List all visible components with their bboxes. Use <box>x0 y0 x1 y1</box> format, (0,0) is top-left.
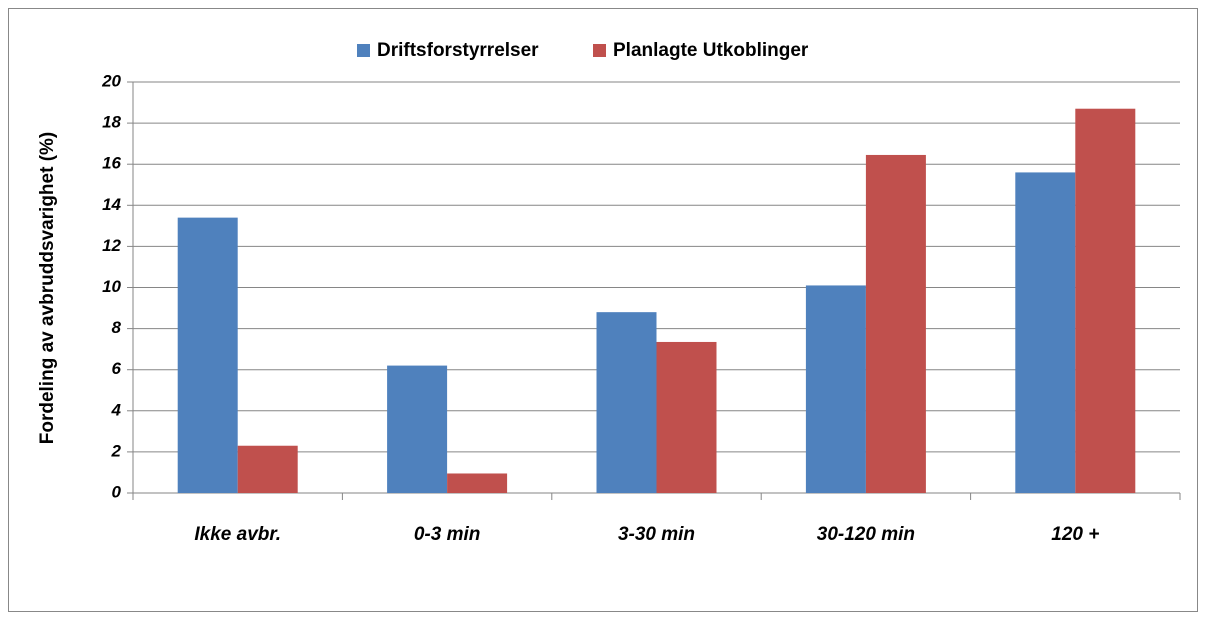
bar <box>805 285 866 493</box>
bar <box>656 341 717 493</box>
bar <box>177 217 238 493</box>
legend-swatch <box>357 44 370 57</box>
x-tick-label: 120 + <box>1051 524 1099 545</box>
y-tick-label: 6 <box>112 359 122 378</box>
y-tick-label: 2 <box>111 441 122 460</box>
legend-label: Planlagte Utkoblinger <box>613 40 809 61</box>
y-tick-label: 0 <box>112 482 122 501</box>
y-tick-label: 20 <box>101 71 121 90</box>
y-tick-label: 8 <box>112 318 122 337</box>
bar <box>865 154 926 493</box>
bar <box>596 312 657 493</box>
legend-label: Driftsforstyrrelser <box>377 40 539 61</box>
y-tick-label: 16 <box>102 154 121 173</box>
x-tick-label: 30-120 min <box>817 524 915 545</box>
bar <box>1015 172 1076 494</box>
bar <box>237 445 298 493</box>
x-tick-label: 0-3 min <box>414 524 481 545</box>
y-tick-label: 14 <box>102 195 121 214</box>
y-tick-label: 12 <box>102 236 121 255</box>
x-tick-label: 3-30 min <box>618 524 695 545</box>
y-tick-label: 10 <box>102 277 121 296</box>
bar <box>387 365 448 493</box>
x-tick-label: Ikke avbr. <box>194 524 281 545</box>
y-tick-label: 4 <box>111 400 122 419</box>
y-axis-title: Fordeling av avbruddsvarighet (%) <box>37 132 58 445</box>
legend-swatch <box>593 44 606 57</box>
bar <box>447 473 508 493</box>
bar <box>1075 108 1136 493</box>
y-tick-label: 18 <box>102 113 121 132</box>
